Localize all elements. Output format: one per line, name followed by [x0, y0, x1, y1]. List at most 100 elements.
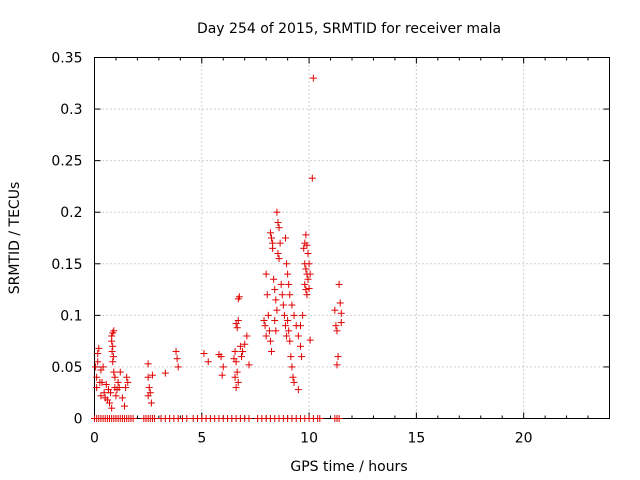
- y-tick-label: 0.05: [51, 360, 82, 376]
- data-point: [308, 174, 316, 182]
- chart-title: Day 254 of 2015, SRMTID for receiver mal…: [197, 21, 501, 37]
- data-point: [92, 363, 100, 371]
- data-point: [279, 301, 287, 309]
- x-tick-label: 10: [300, 431, 318, 447]
- y-tick-label: 0.35: [51, 51, 82, 67]
- data-point: [271, 317, 279, 325]
- data-point: [232, 384, 240, 392]
- data-point: [245, 415, 253, 422]
- y-tick-label: 0.15: [51, 257, 82, 273]
- data-point: [266, 337, 274, 345]
- data-point: [306, 270, 314, 278]
- data-point: [161, 369, 169, 377]
- data-point: [232, 358, 240, 366]
- x-axis-label: GPS time / hours: [290, 459, 407, 475]
- data-point: [122, 384, 130, 392]
- data-point: [336, 299, 344, 307]
- data-point: [306, 336, 314, 344]
- data-point: [337, 319, 345, 327]
- data-point: [147, 399, 155, 407]
- data-point: [245, 361, 253, 369]
- data-point: [333, 361, 341, 369]
- data-point: [233, 324, 241, 332]
- data-point: [144, 360, 152, 368]
- data-point: [304, 275, 312, 283]
- data-point: [234, 317, 242, 325]
- data-point: [123, 373, 131, 381]
- data-point: [124, 378, 132, 386]
- data-point: [235, 293, 243, 301]
- data-point: [118, 394, 126, 402]
- data-point: [121, 402, 129, 410]
- data-point: [294, 332, 302, 340]
- data-point: [303, 241, 311, 249]
- data-point: [204, 358, 212, 366]
- data-point: [284, 270, 292, 278]
- data-point: [316, 415, 324, 422]
- data-point: [108, 337, 116, 345]
- data-point: [287, 353, 295, 361]
- x-tick-label: 15: [407, 431, 425, 447]
- data-point: [337, 309, 345, 317]
- data-point: [283, 332, 291, 340]
- data-point: [285, 327, 293, 335]
- data-point: [332, 322, 340, 330]
- data-point: [239, 347, 247, 355]
- y-tick-label: 0.25: [51, 154, 82, 170]
- data-point: [144, 392, 152, 400]
- y-axis-label: SRMTID / TECUs: [7, 182, 23, 295]
- data-point: [268, 347, 276, 355]
- data-point: [231, 347, 239, 355]
- data-point: [300, 244, 308, 252]
- data-point: [109, 358, 117, 366]
- data-point: [281, 322, 289, 330]
- data-point: [236, 342, 244, 350]
- data-point: [106, 399, 114, 407]
- data-point: [262, 332, 270, 340]
- data-point: [219, 363, 227, 371]
- data-point: [233, 368, 241, 376]
- data-point: [286, 337, 294, 345]
- data-point: [148, 371, 156, 379]
- y-tick-label: 0: [74, 412, 83, 428]
- y-tick-label: 0.2: [60, 205, 82, 221]
- data-point: [303, 291, 311, 299]
- data-point: [273, 306, 281, 314]
- data-point: [301, 280, 309, 288]
- data-point: [100, 389, 108, 397]
- data-point: [264, 311, 272, 319]
- data-point: [261, 322, 269, 330]
- data-point: [271, 286, 279, 294]
- data-point: [263, 291, 271, 299]
- data-point: [172, 347, 180, 355]
- data-point: [277, 280, 285, 288]
- data-point: [334, 353, 342, 361]
- data-point: [294, 386, 302, 394]
- data-point: [262, 270, 270, 278]
- data-point: [284, 317, 292, 325]
- data-point: [107, 389, 115, 397]
- data-point: [302, 265, 310, 273]
- data-point: [112, 392, 120, 400]
- data-point: [183, 415, 191, 422]
- data-point: [268, 234, 276, 242]
- data-point: [299, 311, 307, 319]
- data-point: [266, 229, 274, 237]
- data-point: [116, 368, 124, 376]
- data-point: [276, 239, 284, 247]
- data-point: [304, 249, 312, 257]
- data-point: [289, 373, 297, 381]
- x-tick-label: 0: [90, 431, 99, 447]
- x-tick-label: 5: [197, 431, 206, 447]
- data-point: [94, 358, 102, 366]
- data-point: [270, 275, 278, 283]
- data-point: [234, 378, 242, 386]
- data-point: [115, 384, 123, 392]
- data-point: [93, 384, 101, 392]
- data-point: [110, 327, 118, 335]
- data-point: [298, 353, 306, 361]
- grid: [94, 57, 610, 419]
- data-point: [283, 260, 291, 268]
- data-point: [335, 280, 343, 288]
